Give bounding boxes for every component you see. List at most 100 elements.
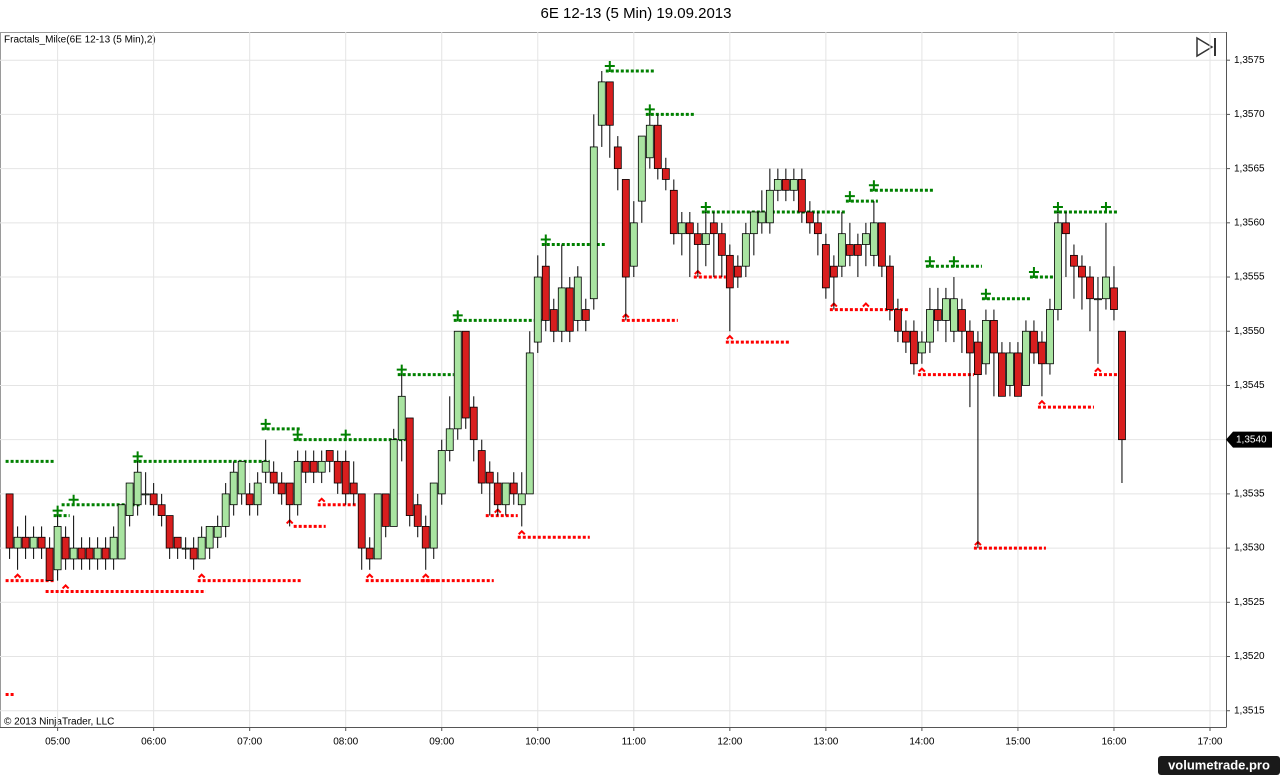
x-tick-label: 12:00 — [717, 737, 742, 748]
candle-body — [357, 493, 366, 549]
candle-body — [445, 428, 454, 451]
candle-body — [637, 135, 646, 202]
fractal-down-marker — [366, 573, 374, 579]
candle-body — [389, 439, 398, 527]
candle-body — [501, 482, 510, 506]
x-tick-label: 05:00 — [45, 737, 70, 748]
y-tick-label: 1,3520 — [1234, 651, 1265, 662]
candle-body — [69, 547, 78, 560]
candle-body — [725, 254, 734, 289]
candle-body — [565, 287, 574, 332]
candle-body — [837, 233, 846, 267]
axes: 1,3515 1,3520 1,3525 1,3530 1,3535 1,3540 1,35… — [0, 32, 1272, 748]
fractal-down-marker — [726, 334, 734, 340]
play-icon[interactable] — [1196, 36, 1214, 58]
candle-body — [405, 417, 414, 516]
candle-body — [229, 471, 238, 506]
candle-body — [885, 265, 894, 310]
candle-body — [621, 179, 630, 278]
candle-body — [317, 460, 326, 473]
y-tick-label: 1,3515 — [1234, 705, 1265, 716]
candle-body — [918, 341, 926, 354]
candle-body — [549, 309, 558, 332]
candle-body — [269, 471, 278, 484]
candle-body — [693, 233, 702, 245]
candle-body — [901, 330, 910, 343]
candle-body — [597, 81, 606, 126]
candle-body — [29, 536, 38, 549]
candle-body — [829, 265, 838, 278]
y-tick-label: 1,3565 — [1234, 163, 1265, 174]
y-tick-label: 1,3535 — [1234, 489, 1265, 500]
plot-marks — [5, 61, 1126, 696]
candle-body — [773, 179, 782, 191]
candle-body — [437, 450, 446, 495]
plot-frame — [0, 32, 1227, 728]
candle-body — [293, 460, 302, 506]
candle-body — [645, 124, 654, 159]
candle-body — [165, 515, 174, 549]
fractal-up-marker — [540, 234, 551, 246]
candle-body — [717, 233, 726, 256]
candle-body — [1062, 222, 1070, 235]
candle-body — [942, 298, 950, 321]
candle-body — [982, 320, 990, 365]
candle-body — [1022, 330, 1030, 386]
candle-body — [845, 244, 854, 256]
candle-body — [237, 460, 246, 495]
fractal-down-marker — [1038, 399, 1046, 405]
candle-body — [998, 352, 1006, 397]
fractal-up-marker — [452, 310, 463, 322]
candle-body — [397, 395, 406, 441]
fractal-up-marker — [1100, 201, 1111, 213]
candle-body — [381, 493, 390, 527]
candle-body — [877, 222, 886, 267]
fractal-up-marker — [132, 451, 143, 463]
candle-body — [37, 536, 46, 549]
candle-body — [1078, 265, 1086, 278]
candle-body — [525, 352, 534, 495]
candle-body — [741, 233, 750, 267]
candle-body — [765, 189, 774, 224]
candle-body — [181, 547, 190, 550]
candle-body — [157, 504, 166, 516]
candle-body — [909, 330, 918, 365]
fractal-up-marker — [396, 364, 407, 376]
candle-body — [13, 536, 22, 549]
candle-body — [629, 222, 638, 267]
x-tick-label: 09:00 — [429, 737, 454, 748]
candle-body — [373, 493, 382, 560]
fractal-up-marker — [948, 256, 959, 268]
candle-body — [141, 493, 150, 496]
candle-body — [493, 482, 502, 506]
candle-body — [197, 536, 206, 560]
candle-body — [1038, 341, 1046, 365]
x-tick-label: 08:00 — [333, 737, 358, 748]
candle-body — [429, 482, 438, 549]
candle-body — [61, 536, 70, 560]
fractal-down-marker — [1094, 367, 1102, 373]
watermark-box — [1158, 756, 1280, 775]
candle-body — [509, 482, 518, 495]
candle-body — [926, 309, 934, 343]
candle-body — [1094, 298, 1102, 301]
y-tick-label: 1,3560 — [1234, 217, 1265, 228]
candle-body — [125, 482, 134, 516]
fractal-up-marker — [292, 429, 303, 441]
candle-body — [453, 330, 462, 430]
candle-body — [990, 320, 998, 354]
fractal-down-marker — [862, 302, 870, 308]
fractal-down-marker — [197, 573, 206, 579]
candle-body — [421, 526, 430, 549]
fractal-up-marker — [644, 104, 655, 116]
x-tick-label: 13:00 — [813, 737, 838, 748]
fractal-up-marker — [700, 201, 711, 213]
candle-body — [1054, 222, 1062, 310]
candle-body — [173, 536, 182, 549]
fractal-down-marker — [918, 367, 926, 373]
candle-body — [477, 450, 486, 484]
scroll-icon[interactable] — [1196, 36, 1216, 58]
candle-body — [749, 211, 758, 235]
candle-body — [781, 179, 790, 191]
